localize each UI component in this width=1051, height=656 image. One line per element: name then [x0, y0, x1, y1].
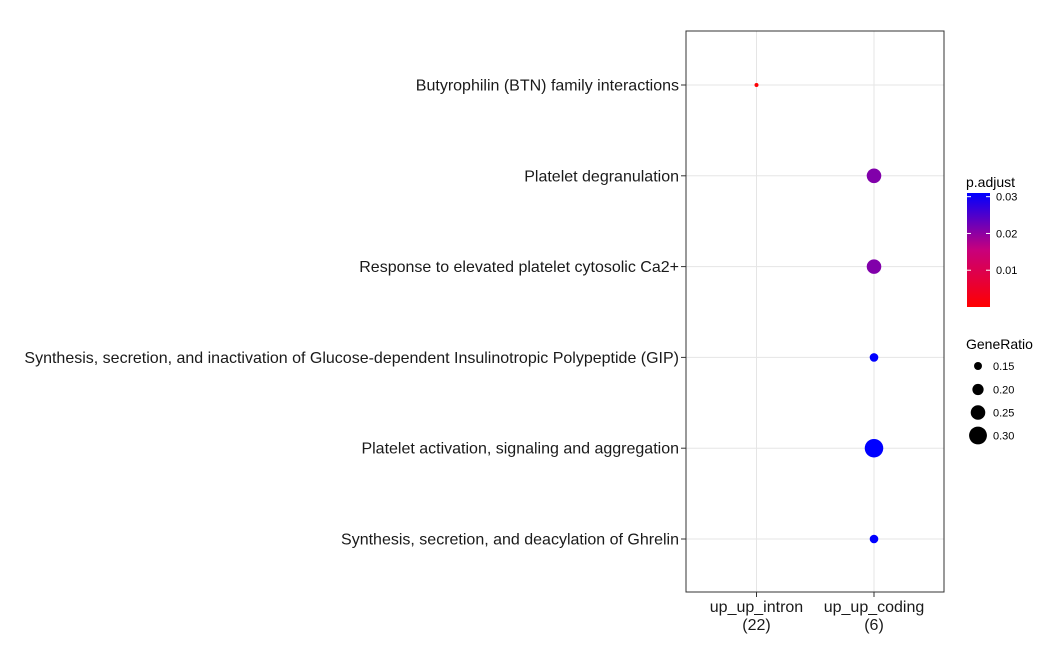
data-points: [754, 83, 884, 544]
size-legend-label: 0.25: [993, 408, 1014, 420]
y-tick-label: Synthesis, secretion, and deacylation of…: [341, 532, 679, 549]
size-legend-label: 0.15: [993, 361, 1014, 373]
color-gradient-bar: [967, 193, 990, 307]
y-tick-label: Platelet activation, signaling and aggre…: [361, 441, 679, 458]
axis-ticks: [681, 84, 875, 597]
y-tick-label: Butyrophilin (BTN) family interactions: [416, 78, 679, 95]
data-point: [864, 438, 884, 458]
color-legend-tick-label: 0.01: [996, 265, 1017, 277]
data-point: [866, 168, 882, 184]
x-axis-labels: up_up_intron(22) up_up_coding(6): [710, 599, 924, 634]
size-legend-title: GeneRatio: [966, 336, 1033, 352]
y-axis-labels: Butyrophilin (BTN) family interactions Pl…: [24, 78, 679, 549]
color-legend-ticks: 0.01 0.02 0.03: [967, 192, 1017, 277]
color-legend-title: p.adjust: [966, 174, 1015, 190]
size-legend-dot: [974, 362, 982, 370]
size-legend-dot: [969, 426, 987, 445]
size-legend-dot: [970, 405, 986, 420]
size-legend-label: 0.30: [993, 431, 1014, 443]
color-legend-tick-label: 0.03: [996, 192, 1017, 204]
color-legend-p-adjust: p.adjust 0.01 0.02 0.03: [966, 174, 1017, 307]
data-point: [869, 353, 879, 362]
data-point: [869, 534, 879, 544]
size-legend-items: 0.15 0.20 0.25 0.30: [969, 361, 1014, 445]
y-tick-label: Platelet degranulation: [524, 168, 679, 185]
size-legend-gene-ratio: GeneRatio 0.15 0.20 0.25 0.30: [966, 336, 1033, 445]
size-legend-label: 0.20: [993, 385, 1014, 397]
y-tick-label: Response to elevated platelet cytosolic …: [359, 259, 679, 276]
data-point: [754, 83, 759, 87]
x-tick-count: (6): [864, 617, 884, 634]
grid-lines: [686, 31, 944, 592]
size-legend-dot: [972, 383, 984, 396]
data-point: [866, 259, 882, 274]
y-tick-label: Synthesis, secretion, and inactivation o…: [24, 350, 679, 367]
x-tick-label: up_up_intron: [710, 599, 803, 616]
x-tick-label: up_up_coding: [824, 599, 925, 616]
color-legend-tick-label: 0.02: [996, 228, 1017, 240]
plot-panel: [685, 30, 945, 593]
x-tick-count: (22): [742, 617, 770, 634]
